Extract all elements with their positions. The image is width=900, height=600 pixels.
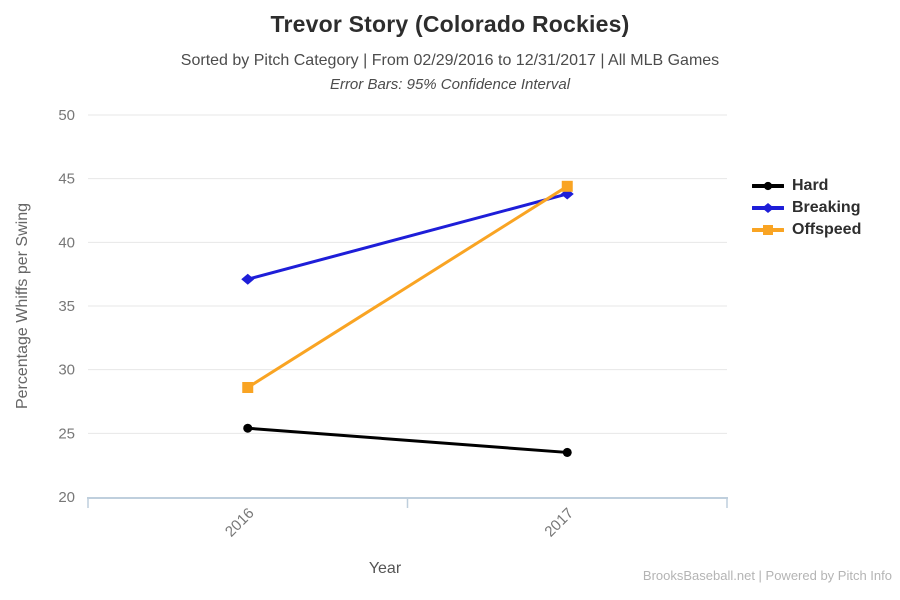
y-tick-label: 45 <box>58 171 75 188</box>
x-tick-label: 2017 <box>541 505 577 541</box>
page-title: Trevor Story (Colorado Rockies) <box>270 11 630 37</box>
y-tick-label: 25 <box>58 425 75 442</box>
square-marker-icon <box>752 225 784 235</box>
legend-label: Hard <box>792 177 829 194</box>
y-tick-label: 35 <box>58 298 75 315</box>
diamond-marker-icon <box>752 203 784 213</box>
data-point-offspeed-2017 <box>561 180 573 192</box>
legend-marker <box>762 203 774 213</box>
legend-label: Breaking <box>792 199 861 216</box>
x-axis-title: Year <box>369 560 402 577</box>
y-axis-title: Percentage Whiffs per Swing <box>14 203 31 409</box>
circle-marker-icon <box>752 181 784 191</box>
legend-item-breaking: Breaking <box>752 197 861 219</box>
credit-text: BrooksBaseball.net | Powered by Pitch In… <box>642 568 892 583</box>
series-line-hard <box>246 426 569 454</box>
x-tick-label: 2016 <box>222 505 258 541</box>
data-point-breaking-2016 <box>241 273 255 285</box>
legend: Hard Breaking Offspeed <box>752 175 861 241</box>
series-line-offspeed <box>246 184 569 389</box>
y-tick-label: 50 <box>58 107 75 124</box>
y-tick-label: 40 <box>58 234 75 251</box>
data-point-offspeed-2016 <box>242 381 254 393</box>
y-tick-label: 20 <box>58 489 75 506</box>
error-bars-note: Error Bars: 95% Confidence Interval <box>329 76 571 93</box>
plot-area: 20 25 30 35 40 45 50 2016 2017 <box>58 107 728 540</box>
y-tick-label: 30 <box>58 362 75 379</box>
legend-label: Offspeed <box>792 221 862 238</box>
data-point-hard-2016 <box>243 423 253 433</box>
data-point-hard-2017 <box>562 447 572 457</box>
legend-marker <box>763 225 773 235</box>
legend-item-hard: Hard <box>752 175 861 197</box>
series-line-breaking <box>246 192 569 281</box>
legend-item-offspeed: Offspeed <box>752 219 861 241</box>
chart-subtitle: Sorted by Pitch Category | From 02/29/20… <box>180 52 720 69</box>
legend-marker <box>763 181 773 191</box>
